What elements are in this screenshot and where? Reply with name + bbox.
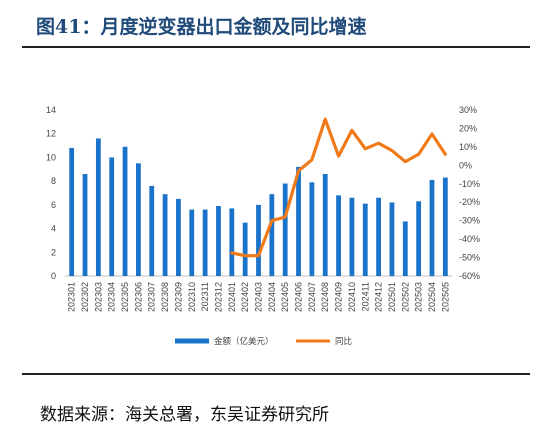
source-divider (22, 373, 530, 375)
bar (122, 146, 128, 276)
x-tick-label: 202503 (414, 282, 424, 312)
bar (202, 209, 208, 276)
bar (376, 197, 381, 276)
x-tick-label: 202402 (240, 282, 250, 312)
y-tick-label: 4 (51, 224, 56, 234)
y2-tick-label: 10% (459, 142, 477, 152)
title-divider (22, 46, 530, 48)
y-tick-label: 12 (46, 129, 56, 139)
x-tick-label: 202502 (400, 282, 410, 312)
bar (282, 183, 288, 276)
x-tick-label: 202409 (334, 282, 344, 312)
x-tick-label: 202505 (440, 282, 450, 312)
x-tick-label: 202308 (160, 282, 170, 312)
x-tick-label: 202305 (120, 282, 130, 312)
x-tick-label: 202404 (267, 282, 277, 312)
legend-label-yoy: 同比 (335, 336, 352, 347)
y-tick-label: 8 (51, 176, 56, 186)
bar (95, 138, 101, 276)
x-tick-label: 202411 (360, 282, 370, 311)
bar (349, 197, 355, 276)
y-tick-label: 6 (51, 200, 56, 210)
bar (189, 209, 195, 276)
bar (216, 206, 221, 276)
x-tick-label: 202306 (133, 282, 143, 312)
bar (322, 174, 328, 276)
x-tick-label: 202302 (80, 282, 90, 312)
x-tick-label: 202307 (147, 282, 157, 312)
x-tick-label: 202407 (307, 282, 317, 312)
x-tick-label: 202310 (187, 282, 197, 312)
y-tick-label: 0 (51, 271, 56, 281)
x-tick-label: 202501 (387, 282, 397, 312)
bar (149, 185, 155, 276)
bar (82, 174, 88, 276)
x-tick-label: 202412 (374, 282, 384, 312)
y2-tick-label: 20% (459, 123, 477, 133)
bar (309, 182, 315, 276)
bar (429, 179, 435, 276)
bar (296, 166, 301, 276)
bar (442, 177, 448, 276)
bar (136, 163, 141, 276)
bar (362, 203, 368, 276)
bar (242, 222, 248, 276)
bar (416, 201, 422, 276)
yoy-line (230, 117, 447, 258)
bar (109, 157, 115, 276)
x-tick-label: 202504 (427, 282, 437, 312)
y2-tick-label: -20% (459, 197, 480, 207)
x-tick-label: 202408 (320, 282, 330, 312)
bar (176, 198, 181, 276)
bar (336, 195, 341, 276)
y2-tick-label: -60% (459, 271, 480, 281)
x-tick-label: 202401 (227, 282, 237, 312)
x-tick-label: 202301 (67, 282, 77, 312)
y-tick-label: 2 (51, 247, 56, 257)
bar (229, 208, 235, 276)
y2-tick-label: 0% (459, 160, 472, 170)
y2-tick-label: 30% (459, 105, 477, 115)
bar (162, 194, 168, 276)
y-tick-label: 10 (46, 152, 56, 162)
x-tick-label: 202303 (93, 282, 103, 312)
bar (69, 147, 75, 276)
x-tick-label: 202405 (280, 282, 290, 312)
legend-swatch-amount (175, 338, 209, 344)
legend-label-amount: 金额（亿美元） (214, 336, 274, 347)
x-tick-label: 202304 (107, 282, 117, 312)
data-source: 数据来源：海关总署，东吴证券研究所 (40, 405, 329, 425)
bar (389, 202, 395, 276)
bar (402, 221, 408, 276)
bar (269, 194, 275, 276)
x-tick-label: 202312 (213, 282, 223, 312)
x-tick-label: 202410 (347, 282, 357, 312)
x-tick-label: 202309 (173, 282, 183, 312)
y2-tick-label: -50% (459, 253, 480, 263)
x-tick-label: 202403 (254, 282, 264, 312)
y2-tick-label: -30% (459, 216, 480, 226)
chart-title: 图41：月度逆变器出口金额及同比增速 (36, 16, 367, 38)
bar (256, 204, 261, 276)
x-tick-label: 202406 (294, 282, 304, 312)
y2-tick-label: -40% (459, 234, 480, 244)
y2-tick-label: -10% (459, 179, 480, 189)
y-tick-label: 14 (46, 105, 56, 115)
x-tick-label: 202311 (200, 282, 210, 311)
